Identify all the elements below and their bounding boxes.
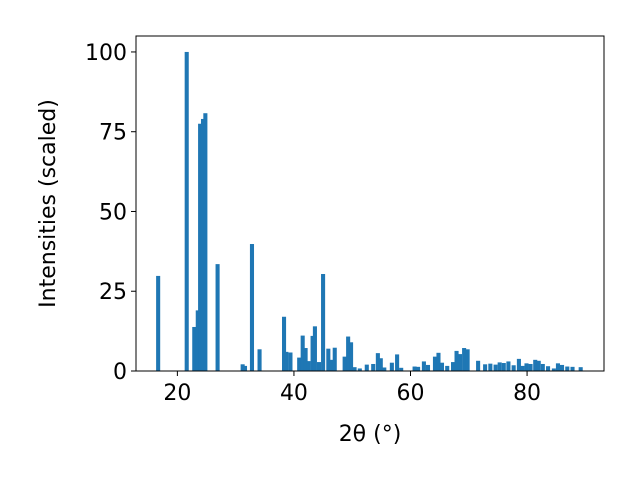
- bar: [316, 362, 322, 371]
- bar: [540, 363, 545, 371]
- bar: [303, 348, 308, 371]
- bar: [389, 362, 394, 371]
- bar: [465, 349, 470, 371]
- bar: [249, 244, 255, 371]
- bar: [454, 350, 459, 371]
- bar: [300, 335, 305, 371]
- bar: [451, 362, 456, 371]
- bar: [329, 359, 334, 371]
- bar: [416, 366, 421, 371]
- bar: [399, 367, 404, 371]
- bar: [198, 123, 203, 372]
- bar: [215, 264, 220, 371]
- bar: [306, 361, 311, 371]
- y-axis-label: Intensities (scaled): [36, 99, 61, 308]
- bar: [501, 363, 506, 371]
- bar: [332, 347, 337, 371]
- bar: [346, 336, 351, 371]
- bar: [516, 358, 521, 371]
- bar: [156, 275, 161, 371]
- x-axis-ticks: 20 40 60 80: [163, 371, 541, 406]
- bar: [288, 352, 293, 371]
- bar: [506, 361, 511, 371]
- bar: [257, 349, 262, 371]
- bar: [312, 326, 317, 371]
- bar: [375, 353, 380, 371]
- bar: [242, 365, 248, 371]
- bar: [445, 365, 450, 371]
- bar: [310, 335, 315, 371]
- bar: [297, 357, 302, 371]
- y-tick-label: 75: [99, 121, 127, 146]
- y-tick-label: 100: [85, 41, 127, 66]
- bar: [493, 364, 498, 371]
- bar: [432, 356, 438, 371]
- bar: [326, 348, 331, 371]
- bar: [488, 363, 493, 371]
- y-tick-label: 25: [99, 280, 127, 305]
- bar: [371, 363, 376, 371]
- bar: [565, 366, 570, 371]
- bar: [200, 118, 206, 371]
- bar: [364, 364, 369, 371]
- x-tick-label: 80: [513, 381, 541, 406]
- y-tick-label: 0: [113, 360, 127, 385]
- bar: [520, 365, 525, 371]
- x-tick-label: 60: [397, 381, 425, 406]
- bar: [395, 354, 400, 371]
- bar: [321, 274, 326, 371]
- bar: [560, 364, 565, 371]
- bar: [412, 366, 417, 371]
- plot-frame: [135, 35, 605, 372]
- bar: [533, 359, 538, 371]
- bar: [439, 362, 445, 371]
- bar: [352, 367, 357, 371]
- bar: [282, 316, 287, 371]
- bar: [462, 348, 467, 371]
- bar: [546, 366, 551, 371]
- bar: [551, 368, 556, 371]
- bar: [511, 365, 516, 371]
- bar: [378, 358, 383, 371]
- bar: [528, 363, 533, 371]
- bar: [203, 113, 208, 372]
- bar: [184, 51, 189, 371]
- bar: [497, 362, 502, 371]
- bar: [524, 363, 529, 371]
- bar: [284, 351, 289, 371]
- bar: [570, 366, 575, 371]
- bar: [536, 360, 541, 371]
- x-axis-label: 2θ (°): [339, 422, 402, 447]
- bar: [195, 310, 200, 371]
- x-tick-label: 40: [280, 381, 308, 406]
- bar: [357, 368, 362, 371]
- bar: [436, 352, 441, 371]
- y-axis-ticks: 0 25 50 75 100: [85, 41, 136, 385]
- x-tick-label: 20: [163, 381, 191, 406]
- y-tick-label: 50: [99, 200, 127, 225]
- bar: [483, 364, 488, 371]
- bar: [425, 364, 431, 371]
- bar: [342, 356, 347, 371]
- bar: [349, 342, 354, 371]
- bar: [555, 363, 560, 371]
- bars-group: [156, 51, 583, 372]
- bar: [240, 364, 245, 371]
- bar: [382, 367, 387, 371]
- bar: [458, 354, 463, 371]
- bar: [192, 326, 197, 371]
- bar: [421, 361, 426, 371]
- bar: [476, 360, 481, 371]
- bar: [578, 367, 583, 371]
